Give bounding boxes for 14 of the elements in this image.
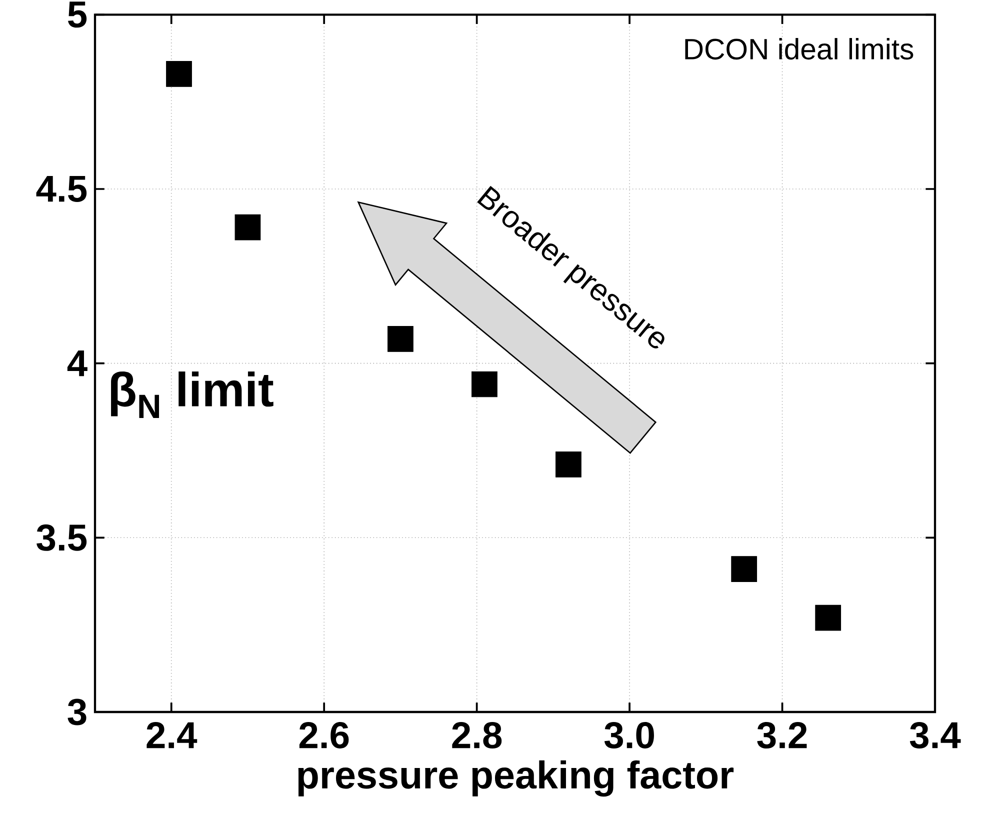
annotation: DCON ideal limits [685, 38, 914, 60]
x-tick-label: 3.2 [757, 722, 807, 748]
y-tick-label: 4.5 [36, 176, 87, 202]
x-tick-label: 2.4 [146, 722, 198, 748]
x-axis-title: pressure peaking factor [298, 760, 734, 796]
y-tick-label: 4 [67, 350, 88, 376]
x-tick-label: 2.6 [299, 722, 349, 748]
x-tick-label: 3.4 [910, 722, 961, 748]
x-tick-label: 3.0 [604, 722, 654, 748]
y-axis-title: β$_{N}$ limit [111, 371, 274, 418]
y-tick-label: 3.5 [36, 524, 87, 551]
x-tick-label: 2.8 [452, 722, 502, 748]
y-tick-label: 5 [68, 1, 87, 28]
y-tick-label: 3 [68, 698, 86, 726]
